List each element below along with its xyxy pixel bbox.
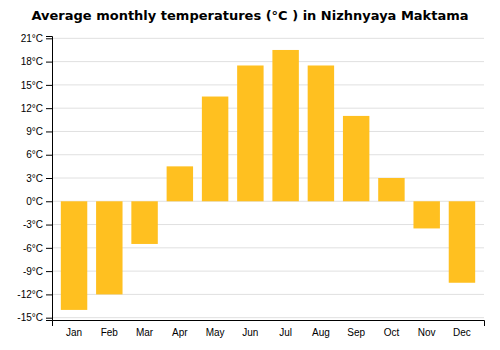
tick-label: Dec	[453, 327, 471, 338]
tick: 9°C	[26, 126, 52, 137]
tick-mark	[46, 38, 52, 39]
y-axis: -15°C -12°C -9°C -6°C -3°C 0°C 3°C 6°C 9°C 12°C 15…	[17, 33, 52, 323]
grid-line	[52, 317, 484, 318]
tick-mark	[46, 294, 52, 295]
tick-label: -6°C	[23, 243, 43, 254]
tick: May	[206, 327, 225, 338]
tick: Nov	[418, 327, 436, 338]
tick: Jul	[279, 327, 292, 338]
tick-label: Sep	[347, 327, 365, 338]
tick-label: 6°C	[26, 149, 43, 160]
tick-label: Oct	[384, 327, 400, 338]
tick-mark	[46, 155, 52, 156]
bar	[272, 50, 298, 201]
grid-line	[52, 38, 484, 39]
tick: Apr	[172, 327, 188, 338]
tick: -3°C	[23, 219, 52, 230]
bar	[202, 97, 228, 202]
tick-mark	[46, 85, 52, 86]
tick-mark	[46, 225, 52, 226]
tick: Jan	[66, 327, 82, 338]
bar	[449, 201, 475, 282]
grid	[52, 38, 484, 317]
axis-line	[46, 37, 53, 321]
grid-line	[52, 178, 484, 179]
tick-label: Jun	[242, 327, 258, 338]
tick: -15°C	[17, 312, 52, 323]
tick-mark	[46, 131, 52, 132]
title: Average monthly temperatures (°C ) in Ni…	[31, 8, 468, 23]
bar	[308, 65, 334, 201]
tick-mark	[46, 318, 52, 319]
grid-line	[52, 108, 484, 109]
tick: Aug	[312, 327, 330, 338]
x-axis: Jan Feb Mar Apr May Jun Jul Aug Sep Oct Nov Dec	[53, 321, 485, 339]
tick-mark	[46, 62, 52, 63]
bars	[61, 50, 475, 310]
tick: Jun	[242, 327, 258, 338]
tick-label: 0°C	[26, 196, 43, 207]
tick-label: -9°C	[23, 266, 43, 277]
tick-label: Jul	[279, 327, 292, 338]
tick-label: 21°C	[21, 33, 43, 44]
bar	[131, 201, 157, 244]
tick-label: 12°C	[21, 103, 43, 114]
plot: -15°C -12°C -9°C -6°C -3°C 0°C 3°C 6°C 9°C 12°C 15…	[17, 33, 484, 338]
tick: Feb	[101, 327, 119, 338]
tick: Mar	[136, 327, 154, 338]
bar	[343, 116, 369, 201]
grid-line	[52, 61, 484, 62]
tick: 18°C	[21, 56, 52, 67]
tick-label: 18°C	[21, 56, 43, 67]
bar	[61, 201, 87, 310]
tick: 12°C	[21, 103, 52, 114]
tick-label: Aug	[312, 327, 330, 338]
chart: Average monthly temperatures (°C ) in Ni…	[0, 0, 500, 350]
bar	[96, 201, 122, 294]
grid-line	[52, 154, 484, 155]
tick-mark	[46, 271, 52, 272]
tick-label: 15°C	[21, 80, 43, 91]
tick: Dec	[453, 327, 471, 338]
tick-label: Apr	[172, 327, 188, 338]
tick-label: 3°C	[26, 173, 43, 184]
tick: 0°C	[26, 196, 52, 207]
tick-label: Feb	[101, 327, 119, 338]
tick-label: Nov	[418, 327, 436, 338]
tick: 6°C	[26, 149, 52, 160]
tick-label: -3°C	[23, 219, 43, 230]
bar	[413, 201, 439, 228]
tick: Oct	[384, 327, 400, 338]
tick-mark	[46, 201, 52, 202]
tick-label: Mar	[136, 327, 154, 338]
tick-label: Jan	[66, 327, 82, 338]
tick-mark	[46, 178, 52, 179]
tick: 15°C	[21, 80, 52, 91]
bar	[378, 178, 404, 201]
tick-mark	[46, 248, 52, 249]
grid-line	[52, 84, 484, 85]
tick-mark	[46, 108, 52, 109]
grid-line	[52, 131, 484, 132]
tick-label: 9°C	[26, 126, 43, 137]
tick: 21°C	[21, 33, 52, 44]
bar	[167, 166, 193, 201]
tick: Sep	[347, 327, 365, 338]
tick: 3°C	[26, 173, 52, 184]
tick: -12°C	[17, 289, 52, 300]
bar	[237, 65, 263, 201]
tick: -9°C	[23, 266, 52, 277]
tick-label: -15°C	[17, 312, 43, 323]
axis-line	[53, 321, 485, 327]
tick: -6°C	[23, 243, 52, 254]
tick-label: May	[206, 327, 225, 338]
tick-label: -12°C	[17, 289, 43, 300]
